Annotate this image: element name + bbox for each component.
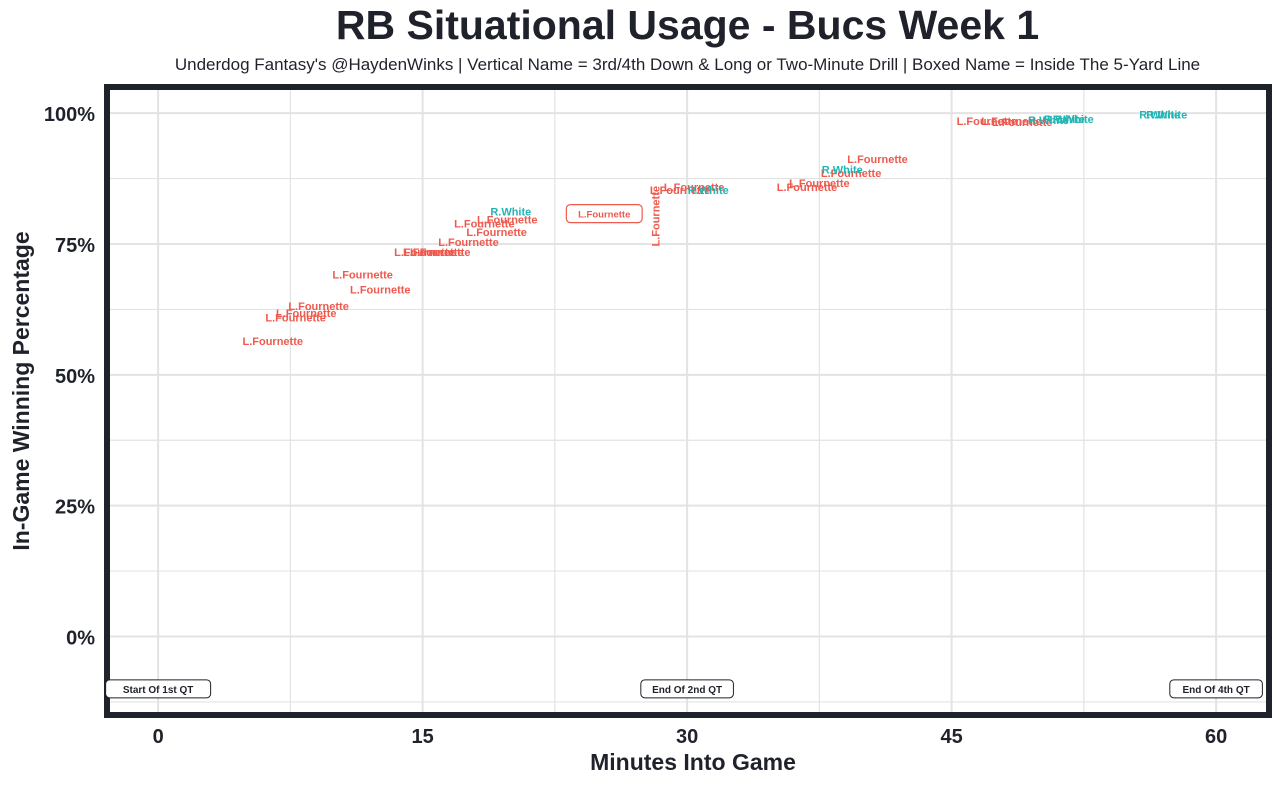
grid-lines: [107, 87, 1269, 715]
point-label-rwhite: R.White: [1139, 110, 1180, 122]
point-label-lfournette: L.Fournette: [332, 269, 393, 281]
point-label-box: [565, 204, 643, 224]
point-label-lfournette: L.Fournette: [847, 154, 908, 166]
point-label-rwhite: R.White: [1044, 114, 1085, 126]
quarter-marker-box: [640, 679, 734, 699]
y-axis-label: In-Game Winning Percentage: [8, 231, 34, 550]
quarter-marker-label: End Of 4th QT: [1182, 685, 1249, 696]
point-label-rwhite: R.White: [490, 207, 531, 219]
point-label-lfournette: L.Fournette: [242, 336, 303, 348]
x-tick-label: 60: [1205, 726, 1227, 748]
plot-frame: [104, 84, 1272, 718]
x-tick-label: 0: [153, 726, 164, 748]
point-label-lfournette: L.Fournette: [288, 301, 349, 313]
point-label-rwhite: R.White: [822, 165, 863, 177]
x-tick-label: 45: [940, 726, 962, 748]
point-label-lfournette-boxed: L.Fournette: [565, 204, 643, 224]
point-label-lfournette: L.Fournette: [664, 182, 725, 194]
point-label-lfournette: L.Fournette: [650, 185, 711, 197]
quarter-markers: Start Of 1st QT End Of 2nd QT End Of 4th Q…: [105, 679, 1263, 699]
point-label-lfournette: L.Fournette: [477, 214, 538, 226]
point-label-lfournette: L.Fournette: [454, 219, 515, 231]
point-label-lfournette: L.Fournette: [466, 227, 527, 239]
point-label-rwhite: R.White: [688, 185, 729, 197]
chart-subtitle: Underdog Fantasy's @HaydenWinks | Vertic…: [174, 55, 1201, 74]
point-label-lfournette: L.Fournette: [410, 247, 471, 259]
axis-tick-labels: 0 15 30 45 60 0% 25% 50% 75% 100%: [44, 104, 1227, 748]
quarter-marker-box: [1169, 679, 1263, 699]
y-tick-label: 75%: [55, 235, 95, 257]
y-tick-label: 50%: [55, 366, 95, 388]
point-label-lfournette: L.Fournette: [350, 285, 411, 297]
point-label-lfournette-vertical: L.Fournette: [650, 186, 662, 247]
point-label-text: L.Fournette: [578, 210, 630, 221]
point-label-lfournette: L.Fournette: [394, 247, 455, 259]
point-label-lfournette: L.Fournette: [777, 182, 838, 194]
point-label-lfournette: L.Fournette: [957, 116, 1018, 128]
x-tick-label: 30: [676, 726, 698, 748]
data-point-labels: L.FournetteL.FournetteL.FournetteL.Fourn…: [242, 110, 1187, 348]
chart-title: RB Situational Usage - Bucs Week 1: [335, 2, 1040, 48]
quarter-marker: End Of 4th QT: [1169, 679, 1263, 699]
y-tick-label: 25%: [55, 497, 95, 519]
quarter-marker: End Of 2nd QT: [640, 679, 734, 699]
point-label-rwhite: R.White: [1146, 110, 1187, 122]
quarter-marker-label: End Of 2nd QT: [652, 685, 722, 696]
point-label-rwhite: R.White: [1028, 115, 1069, 127]
y-tick-label: 0%: [66, 628, 95, 650]
point-label-lfournette: L.Fournette: [276, 308, 337, 320]
point-label-lfournette: L.Fournette: [981, 116, 1042, 128]
point-label-rwhite: R.White: [1053, 114, 1094, 126]
point-label-lfournette: L.Fournette: [821, 168, 882, 180]
quarter-marker-label: Start Of 1st QT: [123, 685, 194, 696]
quarter-marker: Start Of 1st QT: [105, 679, 212, 699]
point-label-lfournette: L.Fournette: [403, 247, 464, 259]
point-label-lfournette: L.Fournette: [789, 178, 850, 190]
point-label-lfournette: L.Fournette: [265, 312, 326, 324]
x-axis-label: Minutes Into Game: [590, 749, 796, 775]
y-tick-label: 100%: [44, 104, 95, 126]
x-tick-label: 15: [412, 726, 434, 748]
point-label-lfournette: L.Fournette: [438, 237, 499, 249]
quarter-marker-box: [105, 679, 212, 699]
point-label-lfournette: L.Fournette: [992, 117, 1053, 129]
